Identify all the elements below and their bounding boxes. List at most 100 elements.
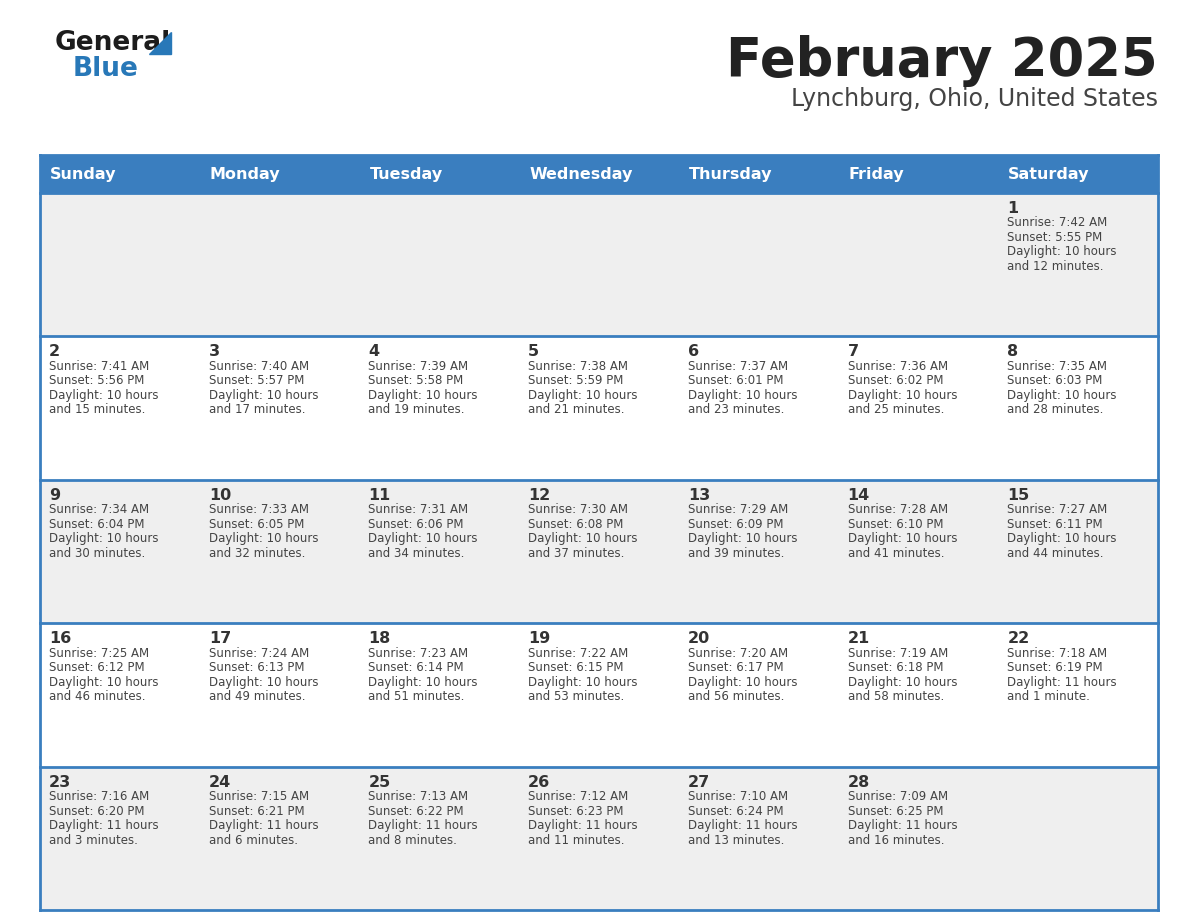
FancyBboxPatch shape xyxy=(200,155,360,193)
Text: and 49 minutes.: and 49 minutes. xyxy=(209,690,305,703)
Text: Sunset: 6:12 PM: Sunset: 6:12 PM xyxy=(49,661,145,674)
Text: and 15 minutes.: and 15 minutes. xyxy=(49,403,145,417)
Text: 18: 18 xyxy=(368,632,391,646)
Text: February 2025: February 2025 xyxy=(726,35,1158,87)
FancyBboxPatch shape xyxy=(360,336,519,480)
Text: 28: 28 xyxy=(847,775,870,789)
Text: Lynchburg, Ohio, United States: Lynchburg, Ohio, United States xyxy=(791,87,1158,111)
Text: Daylight: 11 hours: Daylight: 11 hours xyxy=(209,819,318,832)
Text: Sunrise: 7:27 AM: Sunrise: 7:27 AM xyxy=(1007,503,1107,516)
Text: 3: 3 xyxy=(209,344,220,360)
Text: 1: 1 xyxy=(1007,201,1018,216)
FancyBboxPatch shape xyxy=(360,193,519,336)
Text: and 41 minutes.: and 41 minutes. xyxy=(847,547,944,560)
Text: Sunrise: 7:24 AM: Sunrise: 7:24 AM xyxy=(209,646,309,660)
Text: Daylight: 10 hours: Daylight: 10 hours xyxy=(529,532,638,545)
Text: Sunset: 6:21 PM: Sunset: 6:21 PM xyxy=(209,804,304,818)
Text: Sunset: 5:55 PM: Sunset: 5:55 PM xyxy=(1007,231,1102,244)
Text: Daylight: 11 hours: Daylight: 11 hours xyxy=(847,819,958,832)
Text: Sunset: 5:57 PM: Sunset: 5:57 PM xyxy=(209,375,304,387)
FancyBboxPatch shape xyxy=(519,480,678,623)
Text: 11: 11 xyxy=(368,487,391,503)
FancyBboxPatch shape xyxy=(519,155,678,193)
Text: Daylight: 10 hours: Daylight: 10 hours xyxy=(49,389,158,402)
Text: and 11 minutes.: and 11 minutes. xyxy=(529,834,625,846)
Text: Friday: Friday xyxy=(848,166,904,182)
Text: Sunset: 6:25 PM: Sunset: 6:25 PM xyxy=(847,804,943,818)
Text: Sunset: 5:56 PM: Sunset: 5:56 PM xyxy=(49,375,145,387)
FancyBboxPatch shape xyxy=(360,767,519,910)
Text: Sunrise: 7:35 AM: Sunrise: 7:35 AM xyxy=(1007,360,1107,373)
Text: Daylight: 10 hours: Daylight: 10 hours xyxy=(209,532,318,545)
Text: Sunrise: 7:41 AM: Sunrise: 7:41 AM xyxy=(49,360,150,373)
Text: General: General xyxy=(55,30,171,56)
Text: and 12 minutes.: and 12 minutes. xyxy=(1007,260,1104,273)
FancyBboxPatch shape xyxy=(998,767,1158,910)
FancyBboxPatch shape xyxy=(678,336,839,480)
Text: 23: 23 xyxy=(49,775,71,789)
Text: and 13 minutes.: and 13 minutes. xyxy=(688,834,784,846)
Text: Daylight: 10 hours: Daylight: 10 hours xyxy=(847,389,958,402)
Text: Sunrise: 7:09 AM: Sunrise: 7:09 AM xyxy=(847,790,948,803)
FancyBboxPatch shape xyxy=(40,193,200,336)
Text: 17: 17 xyxy=(209,632,230,646)
Text: and 37 minutes.: and 37 minutes. xyxy=(529,547,625,560)
Text: and 6 minutes.: and 6 minutes. xyxy=(209,834,298,846)
Text: 20: 20 xyxy=(688,632,710,646)
FancyBboxPatch shape xyxy=(678,155,839,193)
FancyBboxPatch shape xyxy=(839,336,998,480)
Text: Sunset: 6:17 PM: Sunset: 6:17 PM xyxy=(688,661,783,674)
Text: 9: 9 xyxy=(49,487,61,503)
FancyBboxPatch shape xyxy=(839,623,998,767)
Text: Sunset: 6:23 PM: Sunset: 6:23 PM xyxy=(529,804,624,818)
Text: and 17 minutes.: and 17 minutes. xyxy=(209,403,305,417)
Text: Sunrise: 7:42 AM: Sunrise: 7:42 AM xyxy=(1007,217,1107,230)
Text: Sunset: 5:58 PM: Sunset: 5:58 PM xyxy=(368,375,463,387)
Text: Sunset: 6:24 PM: Sunset: 6:24 PM xyxy=(688,804,783,818)
FancyBboxPatch shape xyxy=(998,336,1158,480)
FancyBboxPatch shape xyxy=(998,193,1158,336)
Text: Sunrise: 7:33 AM: Sunrise: 7:33 AM xyxy=(209,503,309,516)
Text: Sunset: 6:20 PM: Sunset: 6:20 PM xyxy=(49,804,145,818)
FancyBboxPatch shape xyxy=(200,480,360,623)
Text: Sunrise: 7:28 AM: Sunrise: 7:28 AM xyxy=(847,503,948,516)
FancyBboxPatch shape xyxy=(40,336,200,480)
Text: Sunrise: 7:22 AM: Sunrise: 7:22 AM xyxy=(529,646,628,660)
FancyBboxPatch shape xyxy=(519,767,678,910)
FancyBboxPatch shape xyxy=(998,480,1158,623)
Text: and 8 minutes.: and 8 minutes. xyxy=(368,834,457,846)
Text: 8: 8 xyxy=(1007,344,1018,360)
FancyBboxPatch shape xyxy=(678,480,839,623)
Text: Sunset: 6:14 PM: Sunset: 6:14 PM xyxy=(368,661,465,674)
Text: Sunrise: 7:40 AM: Sunrise: 7:40 AM xyxy=(209,360,309,373)
FancyBboxPatch shape xyxy=(998,155,1158,193)
FancyBboxPatch shape xyxy=(200,193,360,336)
Text: Sunday: Sunday xyxy=(50,166,116,182)
Text: and 46 minutes.: and 46 minutes. xyxy=(49,690,145,703)
Text: Sunrise: 7:16 AM: Sunrise: 7:16 AM xyxy=(49,790,150,803)
Text: and 53 minutes.: and 53 minutes. xyxy=(529,690,625,703)
Text: 26: 26 xyxy=(529,775,550,789)
Text: Daylight: 10 hours: Daylight: 10 hours xyxy=(688,389,797,402)
Text: and 34 minutes.: and 34 minutes. xyxy=(368,547,465,560)
Text: Sunrise: 7:38 AM: Sunrise: 7:38 AM xyxy=(529,360,628,373)
Text: and 25 minutes.: and 25 minutes. xyxy=(847,403,944,417)
Text: and 58 minutes.: and 58 minutes. xyxy=(847,690,943,703)
Text: and 51 minutes.: and 51 minutes. xyxy=(368,690,465,703)
Text: Thursday: Thursday xyxy=(689,166,772,182)
Text: and 16 minutes.: and 16 minutes. xyxy=(847,834,944,846)
FancyBboxPatch shape xyxy=(519,193,678,336)
Text: Monday: Monday xyxy=(210,166,280,182)
Text: Daylight: 10 hours: Daylight: 10 hours xyxy=(529,676,638,688)
Text: Sunset: 6:09 PM: Sunset: 6:09 PM xyxy=(688,518,783,531)
Text: and 21 minutes.: and 21 minutes. xyxy=(529,403,625,417)
Text: Sunrise: 7:37 AM: Sunrise: 7:37 AM xyxy=(688,360,788,373)
Text: Daylight: 10 hours: Daylight: 10 hours xyxy=(368,532,478,545)
Text: and 39 minutes.: and 39 minutes. xyxy=(688,547,784,560)
Text: Daylight: 10 hours: Daylight: 10 hours xyxy=(529,389,638,402)
Text: Daylight: 10 hours: Daylight: 10 hours xyxy=(847,532,958,545)
Text: Daylight: 11 hours: Daylight: 11 hours xyxy=(49,819,159,832)
Text: Sunset: 6:05 PM: Sunset: 6:05 PM xyxy=(209,518,304,531)
Text: Daylight: 10 hours: Daylight: 10 hours xyxy=(209,676,318,688)
Text: and 3 minutes.: and 3 minutes. xyxy=(49,834,138,846)
